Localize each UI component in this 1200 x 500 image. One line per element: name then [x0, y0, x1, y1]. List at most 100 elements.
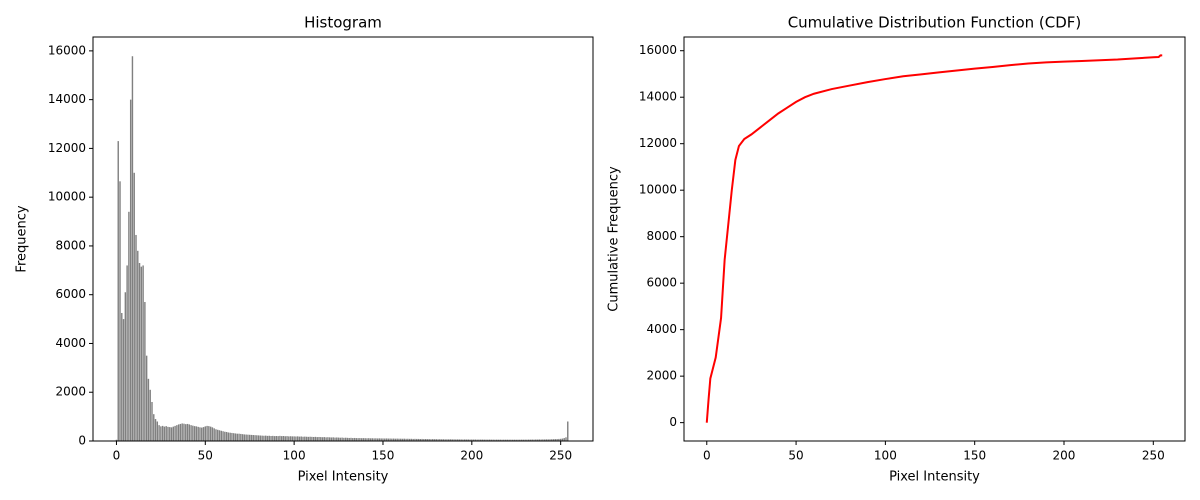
bar	[510, 439, 512, 441]
bar	[330, 437, 333, 441]
bar	[300, 436, 302, 441]
chart-title: Cumulative Distribution Function (CDF)	[788, 14, 1082, 32]
bar	[222, 431, 224, 441]
y-tick-label: 6000	[55, 287, 86, 301]
y-tick-label: 8000	[646, 229, 677, 243]
bar	[378, 438, 381, 441]
bar	[368, 438, 370, 441]
bar	[408, 438, 411, 441]
bar	[540, 439, 542, 441]
y-tick-label: 16000	[48, 43, 86, 57]
bar	[215, 429, 217, 441]
bar	[138, 263, 141, 441]
bar	[227, 432, 230, 441]
bar	[492, 439, 494, 441]
bar	[515, 439, 517, 441]
bar	[456, 439, 459, 441]
bar	[487, 439, 489, 441]
bar	[289, 436, 292, 441]
bar	[558, 438, 560, 441]
bar	[268, 435, 270, 441]
x-tick-label: 100	[874, 449, 897, 463]
bar	[129, 99, 132, 442]
bar	[391, 438, 393, 441]
bar	[497, 439, 500, 441]
bar	[551, 439, 553, 441]
bar	[403, 438, 406, 441]
bar	[458, 439, 461, 441]
bar	[177, 424, 180, 441]
bar	[257, 435, 260, 441]
x-tick-label: 250	[1142, 449, 1165, 463]
bar	[449, 439, 452, 441]
y-axis-label: Frequency	[15, 205, 30, 272]
bar	[453, 439, 455, 441]
bar	[529, 439, 532, 441]
bar	[309, 436, 311, 441]
y-tick-label: 0	[78, 434, 86, 448]
bar	[389, 438, 391, 441]
bar	[371, 438, 374, 441]
bar	[233, 433, 235, 441]
bar	[218, 430, 221, 441]
bar	[140, 266, 143, 441]
bar	[181, 423, 183, 441]
bar	[286, 436, 288, 441]
bar	[387, 438, 390, 441]
bar	[428, 439, 430, 441]
bar	[240, 433, 242, 441]
bar	[504, 439, 507, 441]
y-tick-label: 2000	[646, 369, 677, 383]
bar	[437, 439, 439, 441]
y-tick-label: 14000	[48, 92, 86, 106]
bar	[465, 439, 468, 441]
cdf-line	[705, 54, 1163, 423]
bar	[126, 265, 128, 441]
bar	[478, 439, 480, 441]
bar	[314, 436, 317, 441]
bar	[133, 172, 135, 442]
bar	[538, 439, 541, 441]
bar	[432, 439, 434, 441]
y-tick-label: 4000	[646, 322, 677, 336]
bar	[364, 438, 366, 441]
bar	[234, 433, 237, 441]
bar	[533, 439, 535, 441]
y-axis-label: Cumulative Frequency	[607, 166, 622, 312]
bar	[375, 438, 377, 441]
y-tick-label: 12000	[639, 136, 677, 150]
bar	[256, 435, 258, 441]
axes-frame	[92, 36, 594, 442]
bar	[501, 439, 503, 441]
bar	[325, 437, 327, 441]
bar	[561, 438, 564, 441]
bar	[556, 439, 558, 441]
bar	[252, 435, 254, 441]
bar	[266, 435, 269, 441]
bar	[137, 250, 139, 441]
bar	[392, 438, 395, 441]
bar	[565, 437, 567, 441]
bar	[433, 439, 436, 441]
bar	[439, 439, 441, 441]
bar	[460, 439, 462, 441]
bar	[185, 424, 187, 441]
x-tick-label: 100	[283, 449, 306, 463]
bar	[202, 427, 205, 441]
chart-title: Histogram	[304, 14, 382, 32]
bar	[382, 438, 384, 441]
bar	[552, 439, 555, 441]
bar	[348, 437, 350, 441]
bar	[506, 439, 509, 441]
bar	[193, 426, 196, 441]
bar	[259, 435, 262, 441]
bar	[122, 319, 125, 441]
bar	[407, 438, 409, 441]
bar	[517, 439, 519, 441]
bar	[254, 435, 256, 441]
bar	[220, 430, 222, 441]
bar	[174, 425, 176, 441]
bar	[332, 437, 334, 441]
x-tick-label: 0	[113, 449, 121, 463]
bar	[341, 437, 343, 441]
